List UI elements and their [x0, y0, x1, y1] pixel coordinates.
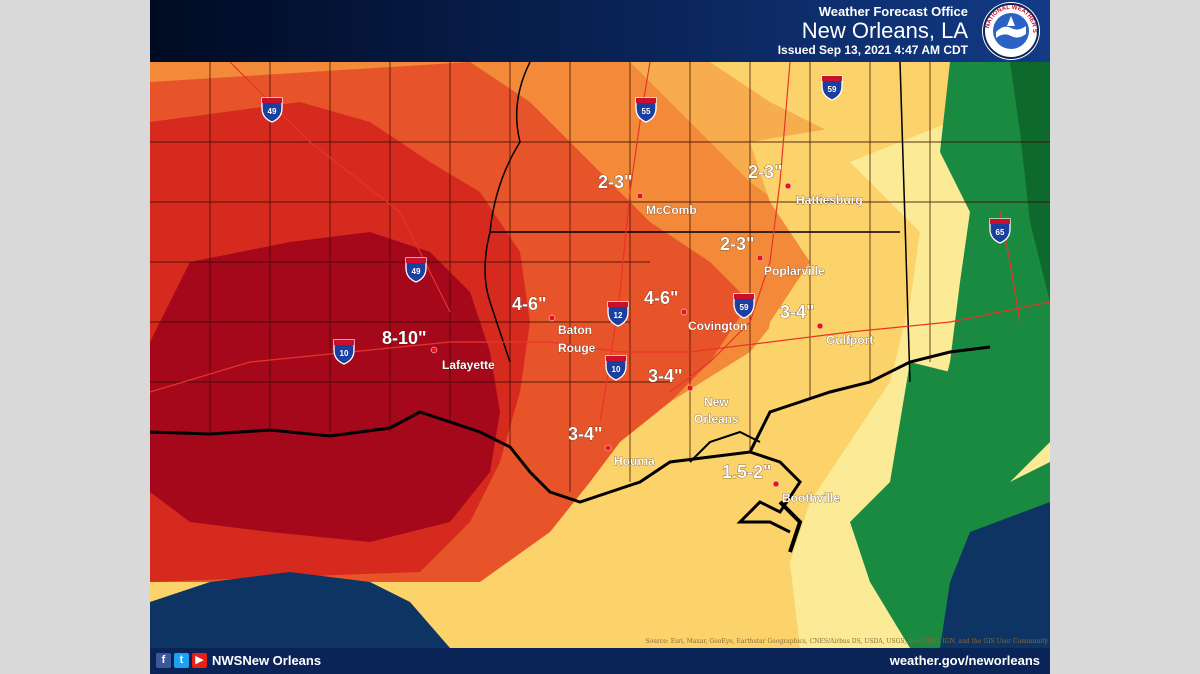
highway-label: 59	[740, 303, 749, 312]
city-name: Boothville	[782, 491, 840, 505]
highway-label: 12	[614, 311, 623, 320]
lafayette-label: 8-10" Lafayette	[382, 328, 496, 373]
city-name: Covington	[688, 319, 747, 333]
interstate-49-south-shield-icon: 49	[405, 257, 427, 283]
rain-amount: 2-3"	[598, 172, 633, 192]
youtube-icon: ▶	[192, 653, 207, 668]
poplarville-label: 2-3" Poplarville	[720, 234, 826, 279]
footer-bar: f t ▶ NWSNew Orleans weather.gov/neworle…	[150, 648, 1050, 674]
city-name-line2: Rouge	[558, 341, 596, 355]
rain-amount: 4-6"	[512, 294, 547, 314]
rain-amount: 1.5-2"	[722, 462, 772, 482]
office-city: New Orleans, LA	[801, 18, 968, 43]
houma-label: 3-4" Houma	[568, 424, 656, 469]
city-name: Baton	[558, 323, 592, 337]
interstate-59-north-shield-icon: 59	[821, 75, 843, 101]
interstate-55-shield-icon: 55	[635, 97, 657, 123]
city-name: Hattiesburg	[796, 193, 863, 207]
highway-label: 49	[268, 107, 277, 116]
interstate-65-shield-icon: 65	[989, 218, 1011, 244]
twitter-icon: t	[174, 653, 189, 668]
rain-amount: 2-3"	[720, 234, 755, 254]
rainfall-map: 49 55 59 12 10	[150, 62, 1050, 648]
issued-time: Issued Sep 13, 2021 4:47 AM CDT	[777, 43, 968, 57]
highway-label: 55	[642, 107, 651, 116]
rain-amount: 4-6"	[644, 288, 679, 308]
highway-label: 10	[612, 365, 621, 374]
social-handle: NWSNew Orleans	[212, 653, 322, 668]
highway-label: 49	[412, 267, 421, 276]
highway-label: 10	[340, 349, 349, 358]
map-graphic: Weather Forecast Office New Orleans, LA …	[150, 0, 1050, 674]
rainfall-labels: 8-10" Lafayette 4-6" Baton Rouge 4-6" Co…	[382, 162, 874, 506]
city-name: Poplarville	[764, 264, 825, 278]
gulfport-label: 3-4" Gulfport	[780, 302, 874, 348]
baton-rouge-label: 4-6" Baton Rouge	[512, 294, 596, 356]
covington-label: 4-6" Covington	[644, 288, 748, 334]
city-name: McComb	[646, 203, 697, 217]
interstate-49-north-shield-icon: 49	[261, 97, 283, 123]
city-name: Houma	[614, 454, 655, 468]
mccomb-label: 2-3" McComb	[598, 172, 697, 218]
new-orleans-label: 3-4" New Orleans	[648, 366, 740, 427]
interstate-10-west-shield-icon: 10	[333, 339, 355, 365]
rain-amount: 3-4"	[648, 366, 683, 386]
rain-amount: 3-4"	[780, 302, 815, 322]
interstate-59-south-shield-icon: 59	[733, 293, 755, 319]
highway-label: 65	[996, 228, 1005, 237]
interstate-12-shield-icon: 12	[607, 301, 629, 327]
map-source-credit: Source: Esri, Maxar, GeoEye, Earthstar G…	[645, 638, 1048, 645]
city-name: Gulfport	[826, 333, 873, 347]
city-name-line2: Orleans	[694, 412, 739, 426]
highway-shields: 49 55 59 12 10	[261, 75, 1011, 381]
rain-amount: 2-3"	[748, 162, 783, 182]
hattiesburg-label: 2-3" Hattiesburg	[748, 162, 863, 208]
city-name: New	[704, 395, 729, 409]
website-url: weather.gov/neworleans	[889, 653, 1040, 668]
boothville-label: 1.5-2" Boothville	[722, 462, 841, 506]
city-name: Lafayette	[442, 358, 495, 372]
facebook-icon: f	[156, 653, 171, 668]
office-title: Weather Forecast Office	[818, 4, 968, 19]
highway-label: 59	[828, 85, 837, 94]
rain-amount: 8-10"	[382, 328, 427, 348]
nws-logo-icon: NATIONAL WEATHER SERVICE	[980, 0, 1040, 60]
rain-amount: 3-4"	[568, 424, 603, 444]
header-bar: Weather Forecast Office New Orleans, LA …	[150, 0, 1050, 62]
interstate-10-east-shield-icon: 10	[605, 355, 627, 381]
